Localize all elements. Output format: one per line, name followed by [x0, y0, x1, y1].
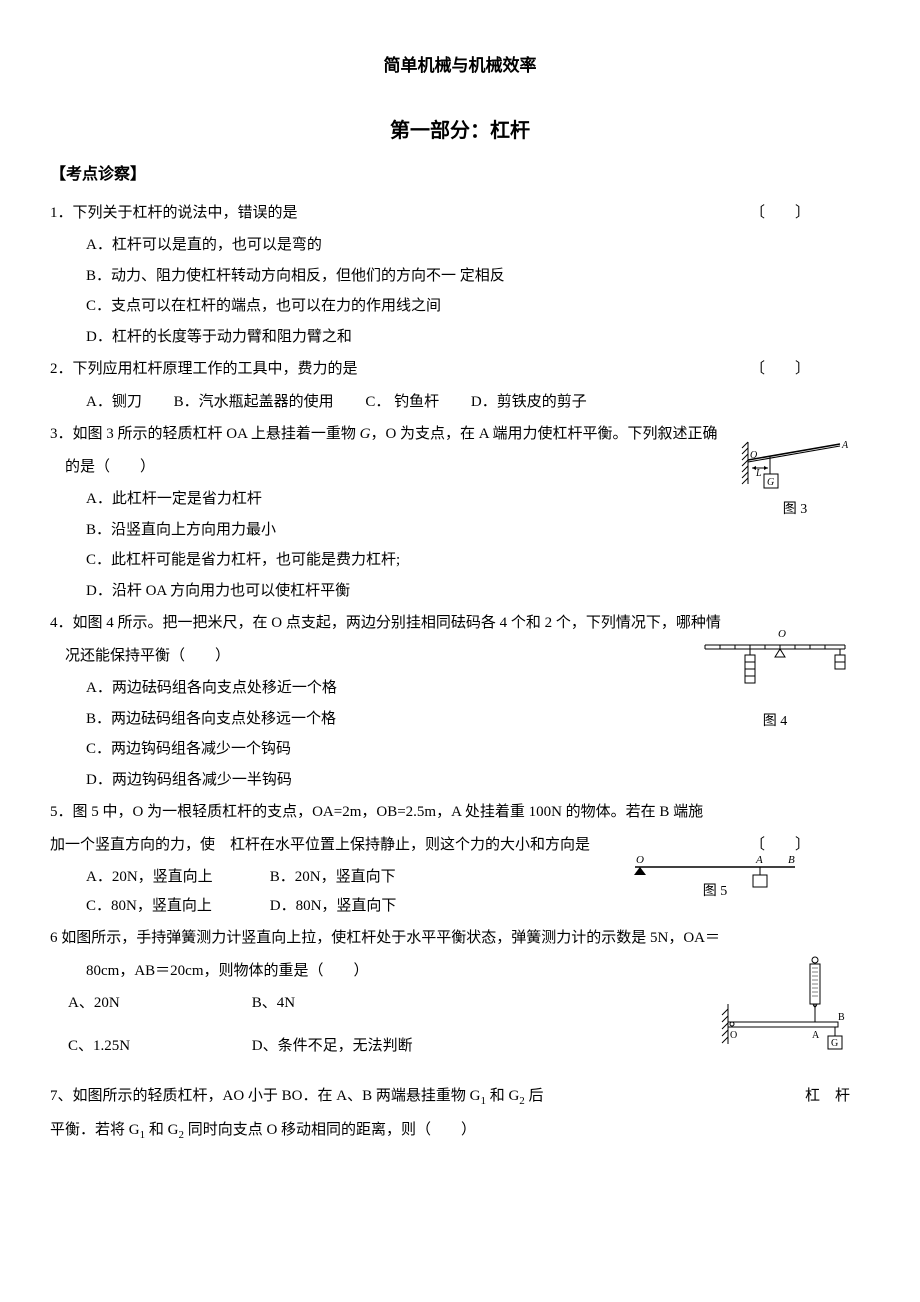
q3-stem-a: 3．如图 3 所示的轻质杠杆 OA 上悬挂着一重物	[50, 426, 360, 442]
q4-opt-d: D．两边钩码组各减少一半钩码	[86, 766, 870, 795]
fig3-A: A	[841, 440, 849, 451]
q4-opt-c: C．两边钩码组各减少一个钩码	[86, 735, 870, 764]
q1-opt-c: C．支点可以在杠杆的端点，也可以在力的作用线之间	[86, 292, 870, 321]
q5-opt-d: D．80N，竖直向下	[270, 892, 450, 921]
q7-b-a: 平衡．若将 G	[50, 1122, 140, 1138]
fig3-G: G	[767, 477, 774, 488]
fig3-L: L	[755, 468, 762, 479]
figure-3: O A L G 图 3	[740, 440, 850, 524]
fig3-svg: O A L G	[740, 440, 850, 495]
fig6-A: A	[812, 1030, 820, 1041]
q3-opt-d: D．沿杆 OA 方向用力也可以使杠杆平衡	[86, 577, 870, 606]
fig6-O: O	[730, 1030, 737, 1041]
diagnosis-heading: 【考点诊察】	[50, 160, 870, 190]
question-7: 7、如图所示的轻质杠杆，AO 小于 BO．在 A、B 两端悬挂重物 G1 和 G…	[50, 1082, 870, 1112]
fig4-label: 图 4	[700, 709, 850, 736]
q2-opt-a: A．铡刀	[86, 388, 142, 417]
q7-tail: 杠 杆	[805, 1082, 850, 1111]
figure-5: O A B 图 5	[630, 853, 800, 906]
question-6: 6 如图所示，手持弹簧测力计竖直向上拉，使杠杆处于水平平衡状态，弹簧测力计的示数…	[50, 924, 870, 953]
fig5-label: 图 5	[630, 879, 800, 906]
q7-b-c: 同时向支点 O 移动相同的距离，则（ ）	[184, 1122, 476, 1138]
q1-options: A．杠杆可以是直的，也可以是弯的 B．动力、阻力使杠杆转动方向相反，但他们的方向…	[50, 231, 870, 351]
fig3-label: 图 3	[740, 497, 850, 524]
fig4-svg: O	[700, 627, 850, 707]
fig5-A: A	[755, 854, 763, 866]
q2-paren: 〔 〕	[750, 355, 810, 384]
q2-opt-b: B．汽水瓶起盖器的使用	[174, 388, 334, 417]
q6-opt-c: C、1.25N	[68, 1032, 248, 1061]
fig6-B: B	[838, 1012, 845, 1023]
q7-mid1: 和 G	[486, 1088, 519, 1104]
q5-opt-b: B．20N，竖直向下	[270, 863, 450, 892]
fig6-G: G	[831, 1038, 838, 1049]
q1-opt-b: B．动力、阻力使杠杆转动方向相反，但他们的方向不一 定相反	[86, 262, 870, 291]
q7-stem-a: 7、如图所示的轻质杠杆，AO 小于 BO．在 A、B 两端悬挂重物 G	[50, 1088, 480, 1104]
q3-stem-b: ，O 为支点，在 A 端用力使杠杆平衡。下列叙述正确	[370, 426, 717, 442]
q1-stem: 1．下列关于杠杆的说法中，错误的是	[50, 205, 298, 221]
q2-opt-d: D．剪铁皮的剪子	[471, 388, 587, 417]
figure-4: O 图 4	[700, 627, 850, 736]
q2-stem: 2．下列应用杠杆原理工作的工具中，费力的是	[50, 361, 358, 377]
q1-opt-a: A．杠杆可以是直的，也可以是弯的	[86, 231, 870, 260]
q1-opt-d: D．杠杆的长度等于动力臂和阻力臂之和	[86, 323, 870, 352]
fig6-svg: O A B G	[720, 954, 850, 1054]
q1-paren: 〔 〕	[750, 199, 810, 228]
figure-6: O A B G	[720, 954, 850, 1054]
main-title: 简单机械与机械效率	[50, 50, 870, 82]
q3-opt-c: C．此杠杆可能是省力杠杆，也可能是费力杠杆;	[86, 546, 870, 575]
section-title: 第一部分：杠杆	[50, 112, 870, 150]
fig4-O: O	[778, 628, 786, 640]
fig3-O: O	[750, 450, 757, 461]
q5-opt-a: A．20N，竖直向上	[86, 863, 266, 892]
q5-opt-c: C．80N，竖直向上	[86, 892, 266, 921]
q7-mid2: 后	[525, 1088, 544, 1104]
q6-opt-b: B、4N	[252, 989, 432, 1018]
q3-stem-g: G	[360, 426, 371, 442]
q2-options: A．铡刀 B．汽水瓶起盖器的使用 C． 钓鱼杆 D．剪铁皮的剪子	[50, 388, 870, 417]
fig5-O: O	[636, 854, 644, 866]
fig5-B: B	[788, 854, 795, 866]
question-5: 5．图 5 中，O 为一根轻质杠杆的支点，OA=2m，OB=2.5m，A 处挂着…	[50, 798, 870, 827]
q6-opt-d: D、条件不足，无法判断	[252, 1032, 413, 1061]
q7-b-b: 和 G	[145, 1122, 178, 1138]
question-2: 2．下列应用杠杆原理工作的工具中，费力的是 〔 〕	[50, 355, 870, 384]
question-1: 1．下列关于杠杆的说法中，错误的是 〔 〕	[50, 199, 870, 228]
q5-stem-b-text: 加一个竖直方向的力，使 杠杆在水平位置上保持静止，则这个力的大小和方向是	[50, 837, 590, 853]
q7-stem-b: 平衡．若将 G1 和 G2 同时向支点 O 移动相同的距离，则（ ）	[50, 1116, 870, 1146]
q2-opt-c: C． 钓鱼杆	[365, 388, 439, 417]
q6-opt-a: A、20N	[68, 989, 248, 1018]
